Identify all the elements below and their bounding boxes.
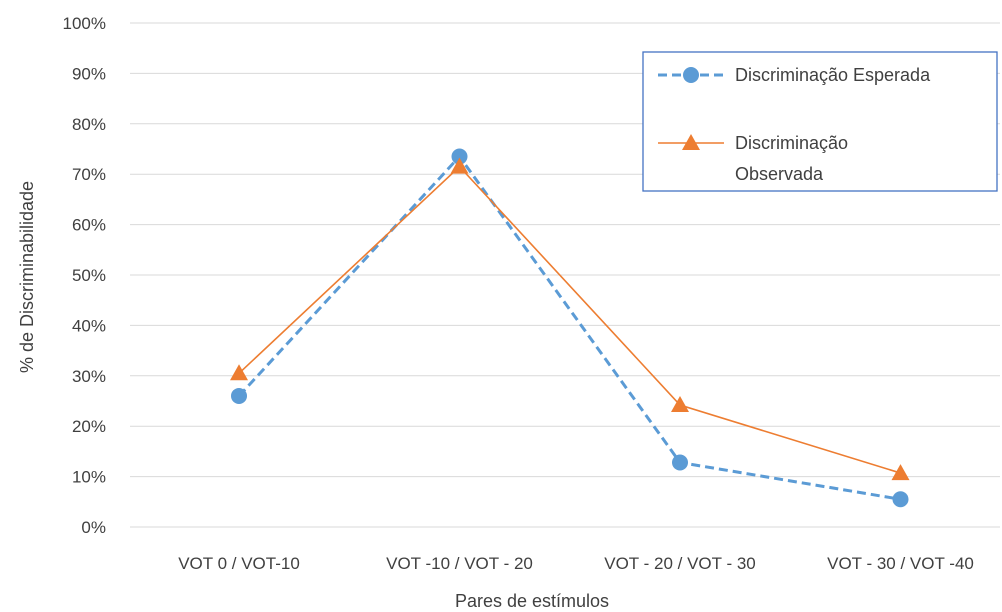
series-line-1 — [238, 165, 901, 474]
data-point-triangle — [671, 396, 689, 413]
y-tick-label: 10% — [72, 468, 106, 487]
y-tick-label: 90% — [72, 64, 106, 83]
legend-label: Discriminação — [735, 133, 848, 153]
x-tick-label: VOT - 30 / VOT -40 — [827, 554, 974, 573]
data-point-triangle — [891, 464, 910, 481]
x-axis-tick-labels: VOT 0 / VOT-10 VOT -10 / VOT - 20 VOT - 20… — [178, 554, 974, 573]
y-tick-label: 80% — [72, 115, 106, 134]
data-point-circle — [231, 387, 247, 404]
x-axis-title: Pares de estímulos — [455, 591, 609, 611]
data-point-triangle — [450, 157, 469, 174]
y-tick-label: 70% — [72, 165, 106, 184]
y-axis-title: % de Discriminabilidade — [17, 181, 37, 373]
legend-label: Discriminação Esperada — [735, 65, 931, 85]
y-axis-tick-labels: 0% 10% 20% 30% 40% 50% 60% 70% 80% 90% 100% — [63, 14, 106, 537]
y-tick-label: 60% — [72, 216, 106, 235]
y-tick-label: 0% — [81, 518, 106, 537]
series-markers — [230, 148, 910, 508]
series-line-0 — [237, 154, 901, 501]
legend: Discriminação Esperada Discriminação Obser… — [642, 51, 998, 192]
series-lines — [237, 154, 901, 501]
data-point-circle — [672, 454, 688, 471]
legend-marker-triangle — [682, 134, 700, 150]
legend-label: Observada — [735, 164, 824, 184]
x-tick-label: VOT -10 / VOT - 20 — [386, 554, 533, 573]
y-tick-label: 50% — [72, 266, 106, 285]
legend-marker-circle — [683, 67, 699, 83]
x-tick-label: VOT 0 / VOT-10 — [178, 554, 300, 573]
y-tick-label: 30% — [72, 367, 106, 386]
y-tick-label: 20% — [72, 417, 106, 436]
y-tick-label: 100% — [63, 14, 106, 33]
data-point-triangle — [230, 364, 248, 381]
data-point-circle — [892, 491, 909, 508]
x-tick-label: VOT - 20 / VOT - 30 — [604, 554, 755, 573]
data-point-circle — [451, 148, 468, 165]
y-tick-label: 40% — [72, 316, 106, 335]
